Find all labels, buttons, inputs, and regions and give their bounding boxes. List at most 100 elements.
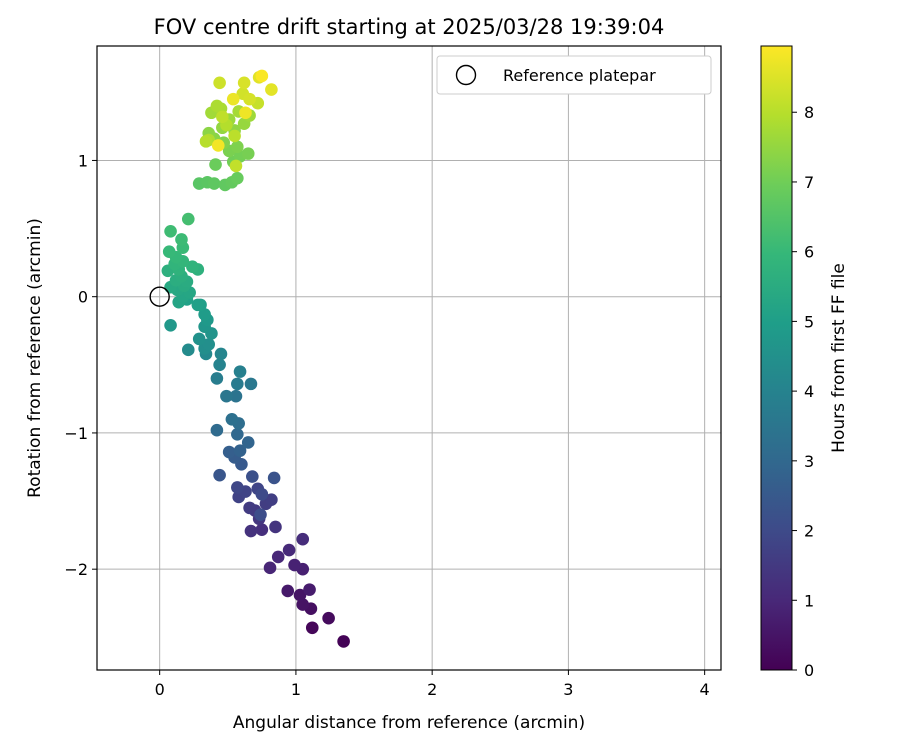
y-tick-label: −1 — [64, 424, 88, 443]
data-point — [303, 583, 316, 596]
data-point — [296, 598, 310, 611]
data-point — [255, 487, 269, 501]
data-point — [296, 532, 310, 546]
data-point — [288, 558, 301, 572]
data-point — [254, 508, 267, 521]
plot-frame — [96, 45, 722, 671]
data-point — [231, 481, 244, 494]
data-point — [191, 298, 205, 312]
colorbar-tick-label: 3 — [804, 452, 814, 471]
data-point — [244, 524, 258, 538]
data-point — [269, 520, 282, 534]
data-point — [198, 308, 211, 321]
data-point — [233, 444, 247, 457]
data-point — [241, 436, 255, 449]
data-point — [202, 338, 216, 351]
data-point — [233, 365, 247, 378]
data-point — [337, 635, 350, 648]
data-point — [164, 319, 177, 332]
data-point — [210, 372, 224, 385]
data-point — [220, 389, 233, 403]
data-point — [199, 135, 213, 148]
legend-reference-marker — [455, 64, 477, 86]
data-point — [271, 550, 285, 564]
data-point — [213, 468, 226, 482]
data-point — [181, 343, 195, 357]
y-axis-ticks: −2 −1 0 1 — [64, 151, 97, 579]
data-point — [192, 332, 206, 346]
colorbar-ticks: 0 1 2 3 4 5 6 7 8 — [792, 103, 814, 680]
data-point — [231, 427, 244, 441]
data-point — [237, 76, 251, 90]
data-point — [231, 377, 244, 391]
data-point — [293, 588, 307, 602]
y-tick-label: −2 — [64, 560, 88, 579]
data-point — [281, 584, 295, 598]
data-point — [244, 377, 258, 391]
data-point — [226, 92, 240, 106]
colorbar-tick-label: 6 — [804, 243, 814, 262]
data-point — [213, 358, 226, 372]
data-points — [161, 69, 350, 648]
y-axis-label: Rotation from reference (arcmin) — [25, 218, 45, 498]
data-point — [305, 621, 319, 635]
data-point — [210, 423, 224, 437]
reference-platepar-marker — [149, 286, 170, 307]
data-point — [231, 140, 244, 154]
x-tick-label: 2 — [427, 680, 437, 699]
x-tick-label: 1 — [291, 680, 301, 699]
data-point — [229, 159, 243, 173]
data-point — [267, 471, 281, 485]
grid — [97, 46, 721, 670]
x-axis-label: Angular distance from reference (arcmin) — [233, 713, 585, 733]
data-point — [243, 501, 256, 515]
colorbar-tick-label: 0 — [804, 661, 814, 680]
legend-box — [436, 55, 712, 95]
colorbar-tick-label: 8 — [804, 103, 814, 122]
data-point — [241, 147, 255, 160]
data-point — [164, 224, 177, 238]
data-point — [162, 245, 176, 259]
data-point — [263, 561, 277, 575]
data-point — [225, 413, 239, 426]
data-point — [214, 347, 228, 361]
data-point — [181, 212, 195, 226]
data-point — [239, 106, 252, 120]
data-point — [211, 139, 225, 152]
data-point — [175, 233, 188, 246]
y-tick-label: 1 — [78, 151, 88, 170]
data-point — [210, 99, 224, 113]
data-point — [229, 389, 243, 403]
data-point — [255, 523, 269, 536]
colorbar: 0 1 2 3 4 5 6 7 8 Hours from first FF file — [760, 45, 849, 680]
x-axis-ticks: 0 1 2 3 4 — [155, 670, 710, 699]
data-point — [246, 470, 259, 483]
colorbar-tick-label: 2 — [804, 522, 814, 541]
data-point — [216, 110, 229, 124]
x-tick-label: 3 — [563, 680, 573, 699]
data-point — [282, 543, 296, 557]
chart-title: FOV centre drift starting at 2025/03/28 … — [154, 15, 665, 39]
data-point — [186, 260, 199, 274]
data-point — [222, 445, 236, 459]
data-point — [265, 493, 278, 506]
colorbar-tick-label: 4 — [804, 382, 814, 401]
x-tick-label: 4 — [700, 680, 710, 699]
reference-marker — [149, 286, 170, 307]
data-point — [207, 177, 221, 190]
colorbar-tick-label: 7 — [804, 173, 814, 192]
data-point — [209, 158, 222, 171]
data-point — [231, 171, 244, 185]
data-point — [213, 76, 226, 90]
legend: Reference platepar — [436, 55, 712, 95]
data-point — [243, 92, 256, 106]
x-tick-label: 0 — [155, 680, 165, 699]
legend-reference-label: Reference platepar — [503, 66, 656, 85]
colorbar-tick-label: 1 — [804, 591, 814, 610]
data-point — [322, 611, 335, 625]
colorbar-fill — [760, 45, 793, 671]
colorbar-tick-label: 5 — [804, 312, 814, 331]
data-point — [228, 129, 241, 143]
colorbar-label: Hours from first FF file — [829, 263, 849, 453]
